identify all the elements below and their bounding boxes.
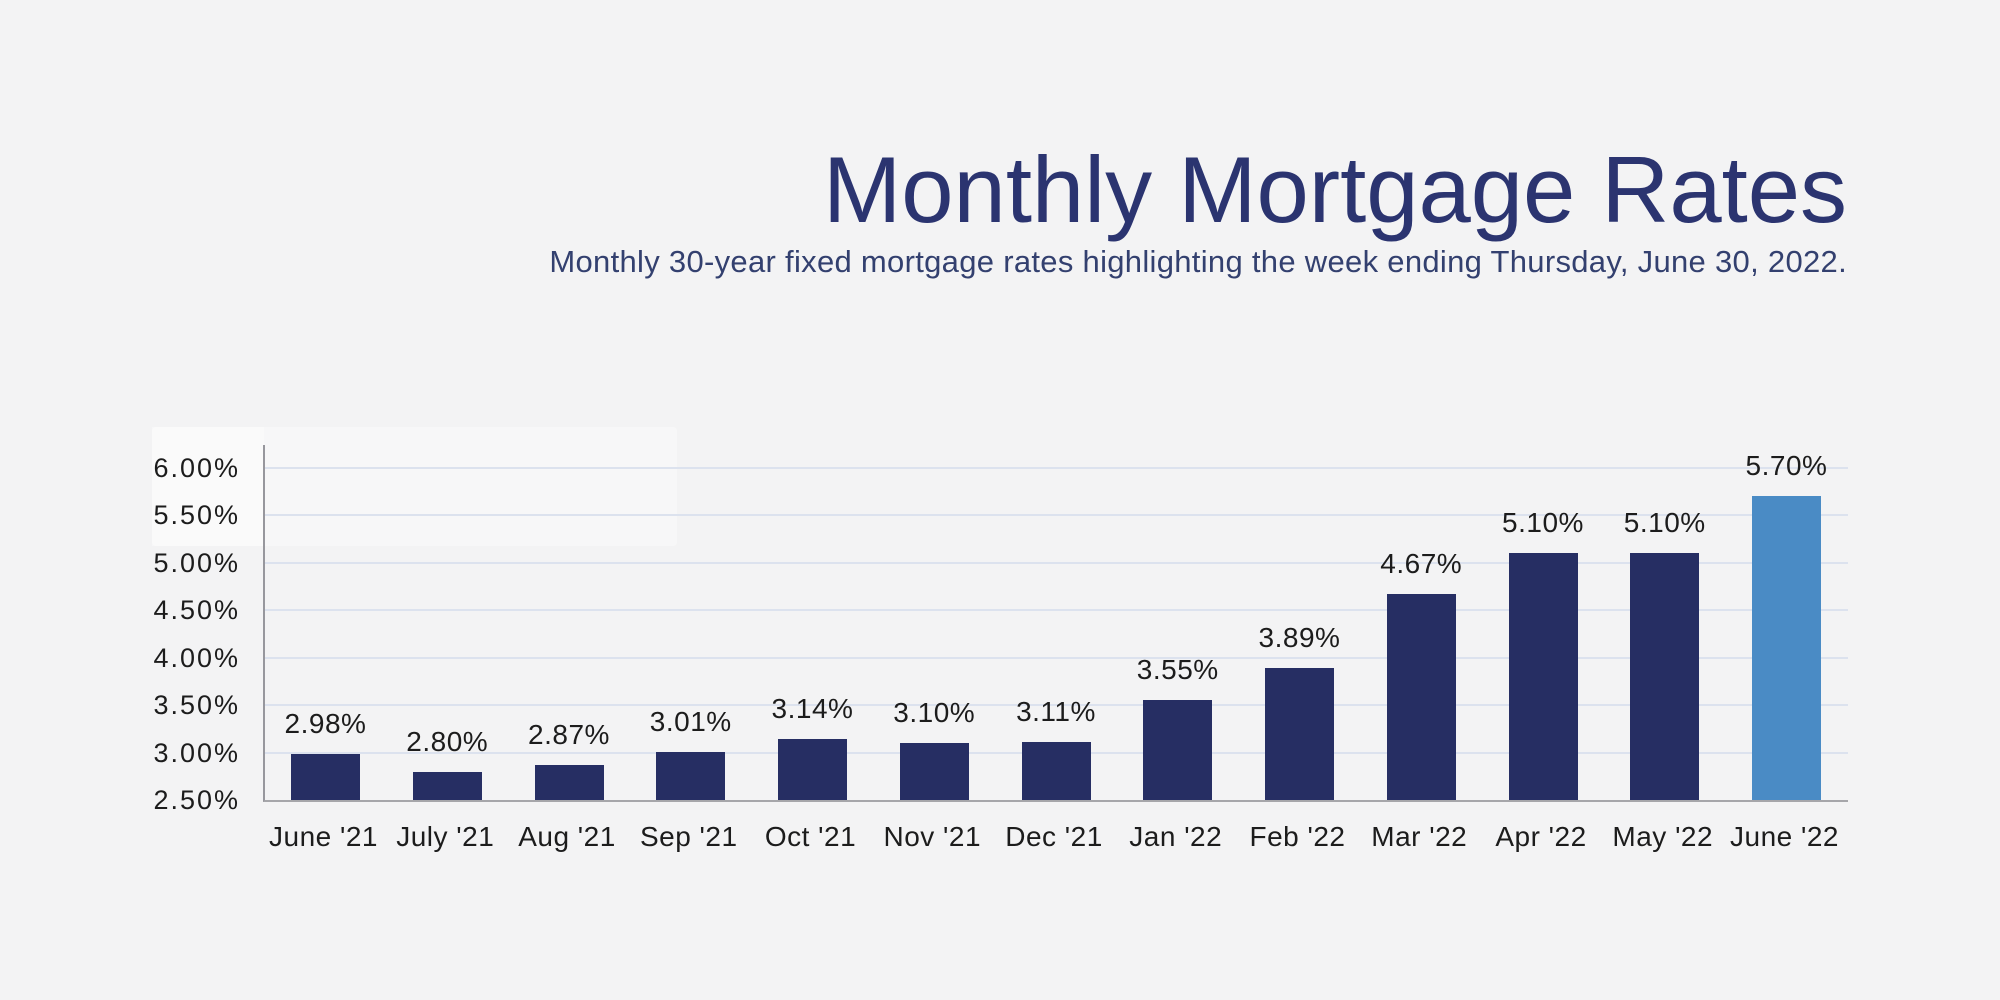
bar	[412, 771, 482, 800]
bar-value-label: 3.10%	[893, 697, 976, 728]
x-axis-label: Sep '21	[639, 821, 738, 852]
x-axis-label: May '22	[1612, 821, 1714, 852]
bar-value-label: 5.70%	[1745, 450, 1828, 481]
bar-value-label: 2.98%	[284, 708, 367, 740]
y-axis-label: 4.50%	[153, 595, 240, 625]
y-axis-label: 3.50%	[153, 690, 240, 720]
bar	[1752, 496, 1821, 800]
bar	[1021, 742, 1091, 800]
bar	[1143, 700, 1213, 800]
gridline	[265, 514, 1848, 516]
bar	[1265, 667, 1334, 800]
x-axis-label: June '21	[269, 821, 378, 852]
bar-value-label: 3.14%	[771, 693, 854, 725]
bar-value-label: 5.10%	[1502, 507, 1584, 538]
x-axis-label: Jan '22	[1129, 821, 1223, 852]
bar	[778, 739, 847, 800]
bar-value-label: 2.80%	[406, 725, 489, 757]
bar-value-label: 5.10%	[1623, 507, 1706, 538]
chart-subtitle: Monthly 30-year fixed mortgage rates hig…	[549, 244, 1847, 279]
bar	[1630, 553, 1700, 800]
plot-area: 2.98% 2.80% 2.87% 3.01% 3.14% 3.10% 3.11% 3.55%…	[263, 445, 1848, 802]
y-axis-label: 4.00%	[153, 642, 240, 673]
bar-value-label: 3.01%	[649, 705, 732, 737]
x-axis-label: Aug '21	[518, 821, 616, 852]
x-axis-label: Apr '22	[1495, 821, 1587, 852]
x-axis-label: Oct '21	[764, 821, 857, 852]
y-axis-label: 5.00%	[153, 547, 240, 578]
bar	[1386, 593, 1456, 800]
chart-title: Monthly Mortgage Rates	[822, 137, 1847, 242]
bar	[534, 764, 604, 800]
x-axis-label: Mar '22	[1371, 821, 1468, 852]
x-axis-label: July '21	[396, 821, 495, 852]
bar	[291, 754, 360, 800]
background-highlight-panel	[152, 427, 677, 546]
x-axis-label: June '22	[1730, 821, 1839, 852]
gridline	[265, 704, 1848, 706]
y-axis-label: 6.00%	[153, 452, 240, 483]
background-highlight-panel-gutter	[152, 427, 264, 546]
gridline	[265, 609, 1848, 611]
gridline	[265, 561, 1848, 564]
bar-value-label: 4.67%	[1380, 547, 1463, 579]
gridline	[265, 466, 1848, 469]
y-axis-label: 5.50%	[153, 500, 240, 530]
gridline	[265, 656, 1848, 659]
bar	[899, 743, 969, 800]
bar-value-label: 3.11%	[1016, 696, 1096, 728]
bar	[1508, 553, 1578, 800]
x-axis-label: Nov '21	[883, 821, 982, 852]
y-axis-label: 3.00%	[153, 737, 240, 768]
y-axis-label: 2.50%	[153, 785, 240, 815]
x-axis-label: Dec '21	[1005, 821, 1103, 852]
bar-value-label: 3.89%	[1258, 621, 1341, 653]
bar-value-label: 2.87%	[528, 718, 610, 750]
bar-value-label: 3.55%	[1136, 654, 1219, 686]
bar	[656, 751, 726, 800]
x-axis-label: Feb '22	[1249, 821, 1346, 852]
